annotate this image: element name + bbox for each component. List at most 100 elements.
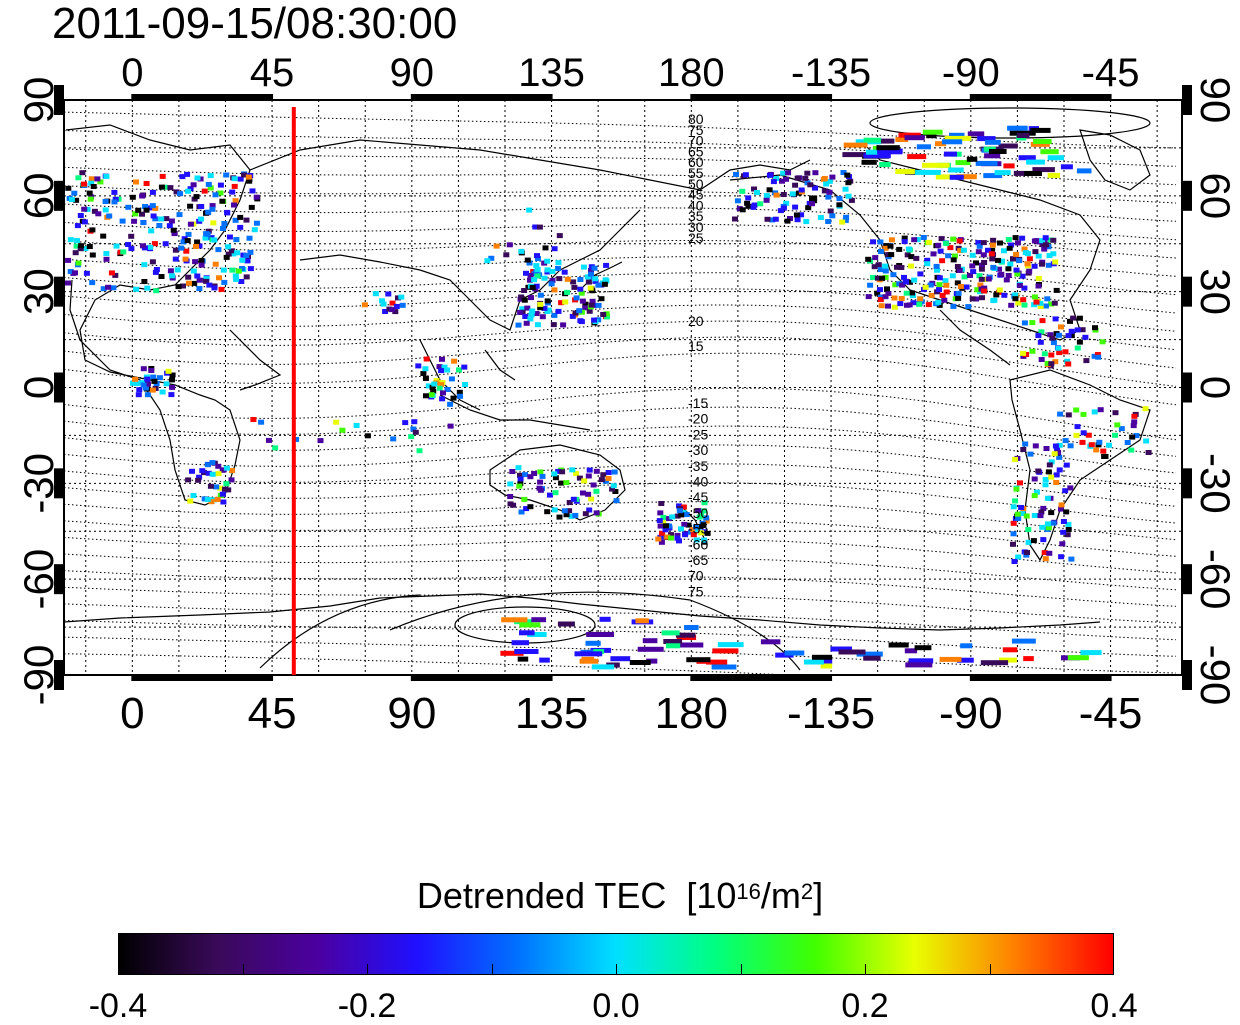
colorbar-tick-label: -0.2 [337,987,397,1025]
tec-cell [977,136,996,142]
tec-cell [1045,525,1052,531]
tec-cell [210,220,217,226]
tec-cell [75,260,82,266]
tec-cell [613,498,620,504]
tec-cell [163,216,170,222]
tec-cell [1010,541,1016,547]
tec-cell [1041,550,1048,556]
tec-cell [684,625,699,630]
tec-cell [140,220,147,226]
tec-cell [225,244,232,250]
tec-cell [220,467,227,473]
tec-cell [1012,235,1019,241]
tec-cell [243,253,250,258]
tec-cell [205,470,212,476]
tec-cell [1070,315,1077,321]
lon-tick-label-top: 180 [658,51,725,95]
tec-cell [642,638,658,644]
tec-cell [521,288,528,293]
contour-line [64,501,1177,541]
tec-cell [944,135,972,141]
tec-cell [1053,480,1060,485]
tec-cell [1074,327,1081,333]
tec-cell [1049,335,1056,341]
tec-cell [1097,407,1104,413]
tec-cell [548,281,555,287]
tec-cell [1065,412,1072,418]
colorbar-title-text: Detrended TEC [416,875,667,916]
lat-tick-label-left: 90 [15,77,62,124]
contour-label: 25 [688,230,704,246]
tec-cell [591,664,615,670]
tec-cell [537,305,544,311]
tec-cell [420,371,427,376]
tec-cell [669,514,676,520]
tec-cell [848,197,855,203]
frame-segment [1182,468,1192,499]
tec-cell [493,243,500,249]
tec-cell [842,186,849,192]
tec-cell [1052,443,1059,449]
tec-cell [229,267,236,273]
tec-cell [402,420,409,426]
tec-cell [507,494,514,499]
tec-cell [219,491,226,497]
tec-cell [333,419,340,425]
tec-cell [77,246,84,252]
tec-cell [106,213,113,219]
tec-cell [882,263,889,269]
tec-cell [143,207,150,213]
tec-cell [526,207,533,213]
tec-cell [1056,454,1063,460]
tec-cell [150,374,157,380]
tec-cell [600,312,607,317]
contour-lines [64,111,1177,675]
tec-cell [593,510,600,516]
tec-cell [693,537,700,543]
tec-cell [111,199,118,205]
tec-cell [578,319,585,325]
tec-cell [1025,527,1032,532]
tec-cell [1039,524,1046,530]
tec-cell [551,312,558,318]
tec-cell [973,260,979,266]
tec-cell [95,211,102,217]
tec-cell [232,273,239,279]
tec-cell [1083,358,1090,364]
tec-cell [1007,261,1014,267]
tec-cell [943,151,957,157]
tec-cell [562,299,569,305]
tec-cell [399,302,406,308]
tec-cell [783,176,789,182]
tec-cell [518,509,525,515]
tec-cell [704,530,711,536]
tec-cell [826,189,833,195]
tec-cell [1032,249,1039,255]
tec-cell [979,262,985,268]
tec-cell [602,478,609,484]
frame-segment [1182,276,1192,307]
tec-cell [389,307,396,313]
tec-cell [385,291,392,297]
tec-cell [1031,294,1038,300]
tec-cell [701,537,708,543]
tec-cell [592,276,599,282]
contour-line [64,221,1177,259]
tec-cell [917,271,924,277]
tec-cell [809,201,815,207]
tec-cell [1031,238,1038,244]
tec-cell [943,241,950,246]
tec-cell [905,662,933,668]
tec-cell [79,170,86,176]
tec-cell [1063,462,1070,468]
tec-cell [901,239,908,245]
contour-label: 50 [688,176,704,192]
tec-cell [209,203,216,209]
tec-cell [657,510,664,516]
tec-cell [156,223,163,228]
tec-cell [509,469,516,474]
tec-cell [804,659,824,665]
tec-cell [610,656,631,662]
tec-cell [1042,482,1049,488]
tec-cell [408,434,415,440]
